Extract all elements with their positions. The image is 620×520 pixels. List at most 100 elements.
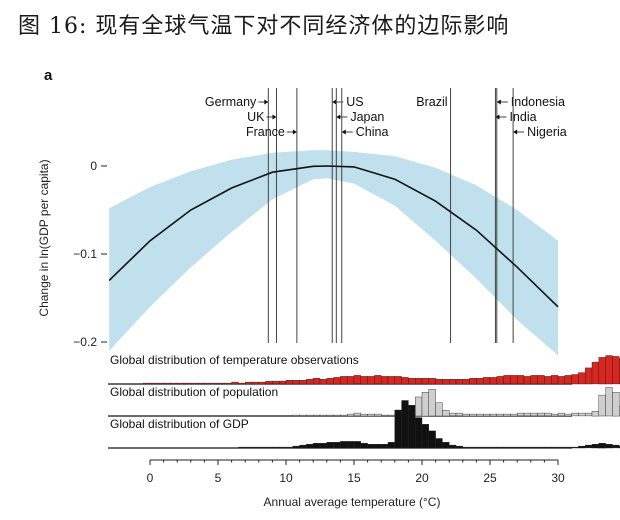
- histogram-bar: [605, 387, 613, 417]
- country-arrowhead-us: [332, 99, 337, 105]
- histogram-bar: [258, 446, 266, 449]
- country-label-france: France: [246, 125, 285, 139]
- y-axis-label: Change in ln(GDP per capita): [37, 159, 51, 316]
- histogram-bar: [449, 379, 457, 385]
- histogram-bar: [428, 378, 436, 385]
- histogram-bar: [496, 413, 504, 417]
- histogram-bar: [469, 378, 477, 385]
- histogram-bar: [306, 444, 314, 449]
- histogram-bar: [408, 405, 416, 449]
- histogram-bar: [585, 412, 593, 417]
- histogram-bar: [598, 394, 606, 417]
- histogram-bar: [367, 444, 375, 449]
- x-tick-label: 30: [551, 471, 565, 485]
- histogram-bar: [292, 445, 300, 449]
- histogram-bar: [251, 446, 260, 449]
- histogram-bar: [517, 375, 525, 385]
- histogram-bar: [258, 381, 266, 385]
- histogram-bar: [428, 389, 436, 417]
- histogram-bar: [503, 375, 511, 385]
- distribution-population: Global distribution of population: [108, 385, 620, 417]
- histogram-bar: [544, 446, 552, 449]
- histogram-bar: [347, 376, 355, 385]
- histogram-bar: [265, 446, 273, 449]
- histogram-bar: [523, 446, 532, 449]
- histogram-bar: [374, 444, 382, 449]
- confidence-band-layer: [109, 150, 558, 355]
- histogram-bar: [564, 413, 572, 417]
- histogram-bar: [455, 445, 464, 449]
- histogram-bar: [503, 413, 511, 417]
- histogram-bar: [557, 376, 566, 385]
- histogram-bar: [292, 380, 300, 385]
- histogram-bar: [510, 375, 518, 385]
- histogram-bar: [401, 377, 409, 385]
- histogram-bar: [360, 376, 368, 385]
- histogram-bar: [591, 444, 600, 449]
- histogram-bar: [353, 375, 362, 385]
- histogram-bar: [523, 412, 532, 417]
- histogram-bar: [421, 424, 430, 449]
- histogram-bar: [489, 413, 498, 417]
- histogram-bar: [313, 443, 321, 449]
- histogram-bar: [462, 413, 470, 417]
- x-tick-label: 0: [147, 471, 154, 485]
- histogram-bar: [571, 446, 579, 449]
- histogram-bar: [360, 413, 368, 417]
- histogram-bar: [238, 382, 246, 385]
- histogram-bar: [517, 412, 525, 417]
- histogram-bar: [381, 444, 389, 449]
- response-curve-layer: [108, 165, 559, 308]
- distribution-gdp: Global distribution of GDP: [108, 400, 620, 449]
- x-tick-label: 15: [347, 471, 361, 485]
- histogram-bar: [394, 409, 402, 449]
- histogram-bar: [387, 442, 396, 449]
- histogram-bar: [299, 414, 307, 417]
- histogram-bar: [449, 444, 457, 449]
- histogram-bar: [279, 380, 287, 385]
- country-label-indonesia: Indonesia: [511, 95, 565, 109]
- histogram-bar: [442, 442, 450, 449]
- histogram-bar: [564, 446, 572, 449]
- histogram-bar: [353, 441, 362, 449]
- histogram-bar: [537, 446, 545, 449]
- histogram-bar: [408, 378, 416, 385]
- country-arrowhead-india: [495, 114, 500, 120]
- histogram-bar: [435, 438, 443, 449]
- histogram-bar: [421, 392, 430, 417]
- histogram-bar: [299, 380, 307, 385]
- histogram-bar: [333, 377, 341, 385]
- histogram-bar: [251, 381, 260, 385]
- figure-title: 图 16: 现有全球气温下对不同经济体的边际影响: [18, 14, 510, 39]
- histogram-bar: [551, 375, 559, 385]
- histogram-bar: [585, 367, 593, 385]
- histogram-bar: [523, 376, 532, 385]
- histogram-bar: [319, 443, 328, 449]
- histogram-bar: [306, 379, 314, 385]
- histogram-bar: [598, 443, 606, 449]
- histogram-bar: [197, 382, 205, 385]
- histogram-bar: [530, 412, 538, 417]
- histogram-bar: [591, 411, 600, 417]
- histogram-bar: [612, 392, 620, 417]
- country-label-japan: Japan: [350, 110, 384, 124]
- histogram-bar: [605, 444, 613, 449]
- histogram-bar: [347, 413, 355, 417]
- histogram-bar: [469, 413, 477, 417]
- histogram-bar: [272, 446, 280, 449]
- x-axis-label: Annual average temperature (°C): [264, 495, 441, 509]
- histogram-bar: [319, 379, 328, 385]
- histogram-bar: [313, 378, 321, 385]
- country-label-brazil: Brazil: [416, 95, 447, 109]
- histogram-bar: [381, 414, 389, 417]
- histogram-bar: [231, 381, 239, 385]
- country-arrowhead-china: [341, 129, 346, 135]
- histogram-bar: [591, 361, 600, 385]
- x-tick-label: 5: [215, 471, 222, 485]
- country-arrowhead-germany: [264, 99, 269, 105]
- histogram-bar: [544, 376, 552, 385]
- y-axis: 0 −0.1 −0.2: [73, 159, 107, 349]
- country-label-india: India: [509, 110, 536, 124]
